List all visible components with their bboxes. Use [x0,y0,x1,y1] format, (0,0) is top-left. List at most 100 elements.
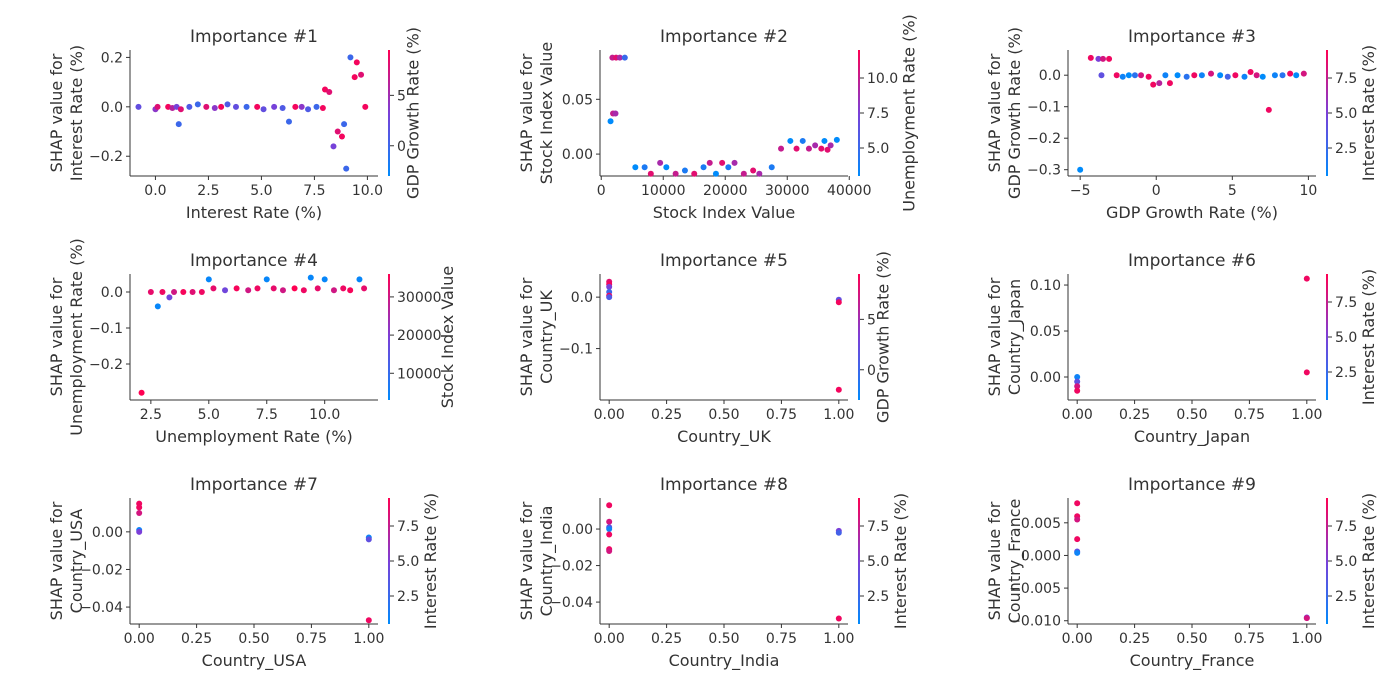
chart-panel-9: Importance #9 0.00 0.25 0.50 0.75 1.00 −0.010 −… [985,475,1378,671]
colorbar-tick-label: 2.5 [1335,141,1357,157]
data-point [338,133,345,140]
data-point [305,106,312,113]
data-point [198,289,205,295]
x-tick-label: 1.00 [823,407,854,423]
data-point [725,164,732,171]
data-point [805,145,812,152]
data-point [812,142,819,149]
data-point [254,285,261,292]
data-point [1119,73,1126,80]
data-point [356,276,363,283]
data-point [186,103,193,110]
y-tick-label: 0.00 [92,525,123,541]
y-tick-label: −0.02 [550,559,593,575]
data-point [314,285,321,292]
chart-title: Importance #9 [1128,475,1256,495]
colorbar-label: Interest Rate (%) [891,493,910,629]
data-point [136,504,143,511]
data-point [340,285,347,292]
colorbar-tick-label: 10000 [397,366,442,382]
colorbar-tick-label: 0 [867,363,876,379]
y-tick-label: 0.0 [101,100,123,116]
y-tick-label: −0.1 [89,321,123,337]
data-point [177,106,184,113]
x-tick-label: 0.0 [144,183,166,199]
colorbar-tick-label: 5.0 [867,554,889,570]
colorbar-label: GDP Growth Rate (%) [874,251,893,423]
data-point [365,536,372,543]
colorbar-label: Interest Rate (%) [1359,45,1378,181]
data-point [154,303,161,310]
data-point [330,287,337,294]
x-tick-label: 0.25 [1119,407,1150,423]
data-point [279,105,286,112]
colorbar [388,50,390,176]
chart-title: Importance #2 [660,27,788,47]
y-axis-label: SHAP value forCountry_France [985,499,1025,624]
data-point [835,615,842,622]
data-point [706,159,713,166]
data-point [245,287,252,294]
x-tick-label: 1.00 [1291,631,1322,647]
x-tick-label: 7.5 [303,183,325,199]
x-tick-label: 0.75 [296,631,327,647]
data-point [731,159,738,166]
x-tick-label: 2.5 [197,183,219,199]
y-tick-label: 0.2 [101,50,123,66]
data-point [362,103,369,110]
y-tick-label: −0.04 [80,600,123,616]
data-point [1303,615,1310,622]
colorbar [858,498,860,624]
y-axis-label: SHAP value forCountry_Japan [985,277,1025,396]
x-tick-label: 0.75 [1234,631,1265,647]
y-tick-label: 0.05 [1030,324,1061,340]
data-point [1293,72,1300,79]
y-axis-label: SHAP value forGDP Growth Rate (%) [985,27,1024,199]
colorbar-tick-label: 20000 [397,328,442,344]
data-point [279,287,286,294]
chart-panel-3: Importance #3 −5 0 5 10 −0.3 −0.2 −0.1 0.0 GDP Gr… [985,27,1378,222]
chart-title: Importance #1 [190,27,318,47]
x-tick-label: 0.50 [708,407,739,423]
x-tick-label: 0.00 [594,631,625,647]
y-axis-label: SHAP value forUnemployment Rate (%) [47,238,86,436]
chart-panel-2: Importance #2 0 10000 20000 30000 40000 0.00 0.… [517,14,918,222]
x-tick-label: 40000 [827,183,872,199]
colorbar-tick-label: 7.5 [1335,71,1357,87]
data-point [189,289,196,295]
data-point [606,547,613,554]
colorbar-tick-label: 5.0 [1335,554,1357,570]
x-tick-label: 10000 [641,183,686,199]
data-point [647,170,654,177]
colorbar-tick-label: 7.5 [867,519,889,535]
y-tick-label: −0.2 [89,149,123,165]
data-point [1106,55,1113,62]
data-point [1087,54,1094,61]
y-tick-label: −0.1 [1027,100,1061,116]
colorbar-tick-label: 10.0 [867,71,898,87]
data-point [147,289,154,295]
data-point [171,289,178,295]
data-point [263,276,270,283]
data-point [778,145,785,152]
colorbar-label: Unemployment Rate (%) [899,14,918,212]
data-point [1303,369,1310,376]
data-point [1077,166,1084,173]
x-axis-label: GDP Growth Rate (%) [1106,203,1278,222]
y-tick-label: 0.005 [1021,516,1061,532]
y-tick-label: 0.0 [101,285,123,301]
colorbar [388,274,390,400]
x-tick-label: 0.50 [1176,631,1207,647]
chart-title: Importance #7 [190,475,318,495]
data-point [1217,72,1224,79]
x-tick-label: 10 [1299,183,1317,199]
data-point [298,103,305,110]
colorbar-label: Interest Rate (%) [1359,269,1378,405]
colorbar-tick-label: 5 [867,312,876,328]
data-point [1113,72,1120,79]
data-point [233,285,240,292]
colorbar-tick-label: 2.5 [397,589,419,605]
data-point [138,389,145,396]
y-tick-label: −0.010 [1009,614,1061,630]
data-point [681,167,688,174]
